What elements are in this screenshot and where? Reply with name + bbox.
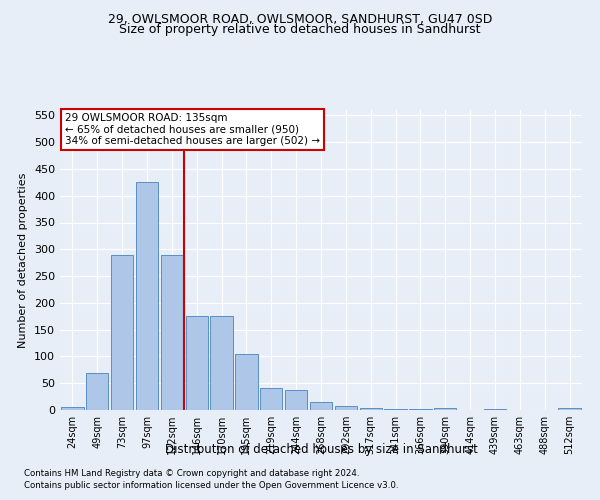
Bar: [260, 388, 283, 410]
Bar: [385, 409, 407, 410]
Bar: [335, 406, 357, 410]
Bar: [136, 182, 158, 410]
Text: Contains public sector information licensed under the Open Government Licence v3: Contains public sector information licen…: [24, 481, 398, 490]
Bar: [484, 409, 506, 410]
Text: Contains HM Land Registry data © Crown copyright and database right 2024.: Contains HM Land Registry data © Crown c…: [24, 468, 359, 477]
Text: Distribution of detached houses by size in Sandhurst: Distribution of detached houses by size …: [164, 442, 478, 456]
Text: 29, OWLSMOOR ROAD, OWLSMOOR, SANDHURST, GU47 0SD: 29, OWLSMOOR ROAD, OWLSMOOR, SANDHURST, …: [108, 12, 492, 26]
Y-axis label: Number of detached properties: Number of detached properties: [19, 172, 28, 348]
Bar: [409, 409, 431, 410]
Bar: [61, 408, 83, 410]
Bar: [310, 402, 332, 410]
Bar: [359, 408, 382, 410]
Bar: [86, 372, 109, 410]
Bar: [111, 254, 133, 410]
Text: Size of property relative to detached houses in Sandhurst: Size of property relative to detached ho…: [119, 22, 481, 36]
Bar: [161, 254, 183, 410]
Bar: [211, 316, 233, 410]
Bar: [559, 408, 581, 410]
Bar: [285, 390, 307, 410]
Bar: [185, 316, 208, 410]
Bar: [235, 354, 257, 410]
Text: 29 OWLSMOOR ROAD: 135sqm
← 65% of detached houses are smaller (950)
34% of semi-: 29 OWLSMOOR ROAD: 135sqm ← 65% of detach…: [65, 113, 320, 146]
Bar: [434, 408, 457, 410]
